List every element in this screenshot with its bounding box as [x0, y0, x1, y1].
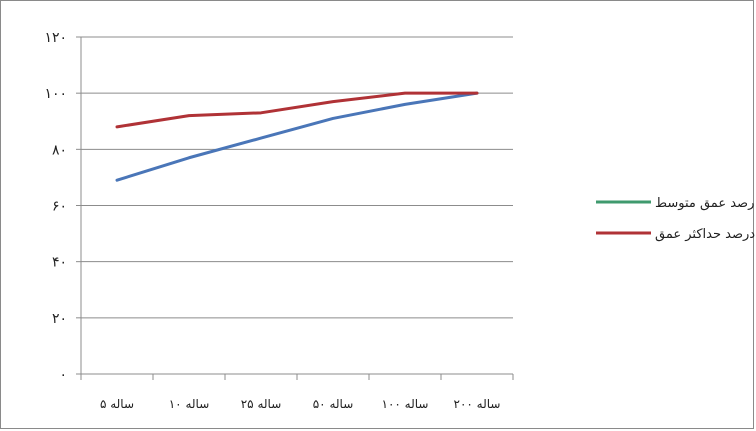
- y-tick-label: ۱۲۰: [44, 30, 67, 46]
- y-tick-label: ۶۰: [52, 199, 67, 215]
- x-tick-marks: [80, 374, 514, 380]
- legend-label: درصد عمق متوسط: [655, 196, 755, 211]
- y-tick-labels: ۰ ۲۰ ۴۰ ۶۰ ۸۰ ۱۰۰ ۱۲۰: [44, 30, 67, 383]
- y-tick-label: ۱۰۰: [44, 86, 67, 102]
- x-category-label: ۱۰ ساله: [169, 397, 210, 411]
- y-tick-label: ۲۰: [52, 311, 67, 327]
- legend: درصد عمق متوسط درصد حداکثر عمق: [596, 196, 755, 242]
- legend-label: درصد حداکثر عمق: [655, 227, 755, 242]
- x-category-label: ۵۰ ساله: [313, 397, 354, 411]
- x-category-label: ۲۵ ساله: [241, 397, 282, 411]
- x-category-labels: ۵ ساله ۱۰ ساله ۲۵ ساله ۵۰ ساله ۱۰۰ ساله ۲۰۰ س…: [100, 397, 501, 411]
- series-line: [115, 91, 479, 129]
- y-tick-label: ۸۰: [52, 142, 67, 158]
- series-line: [115, 91, 479, 182]
- x-category-label: ۲۰۰ ساله: [454, 397, 501, 411]
- gridlines: [76, 36, 513, 375]
- y-tick-label: ۰: [59, 367, 67, 383]
- y-tick-label: ۴۰: [52, 255, 67, 271]
- series-lines: [115, 91, 479, 182]
- x-category-label: ۵ ساله: [100, 397, 134, 411]
- x-category-label: ۱۰۰ ساله: [382, 397, 429, 411]
